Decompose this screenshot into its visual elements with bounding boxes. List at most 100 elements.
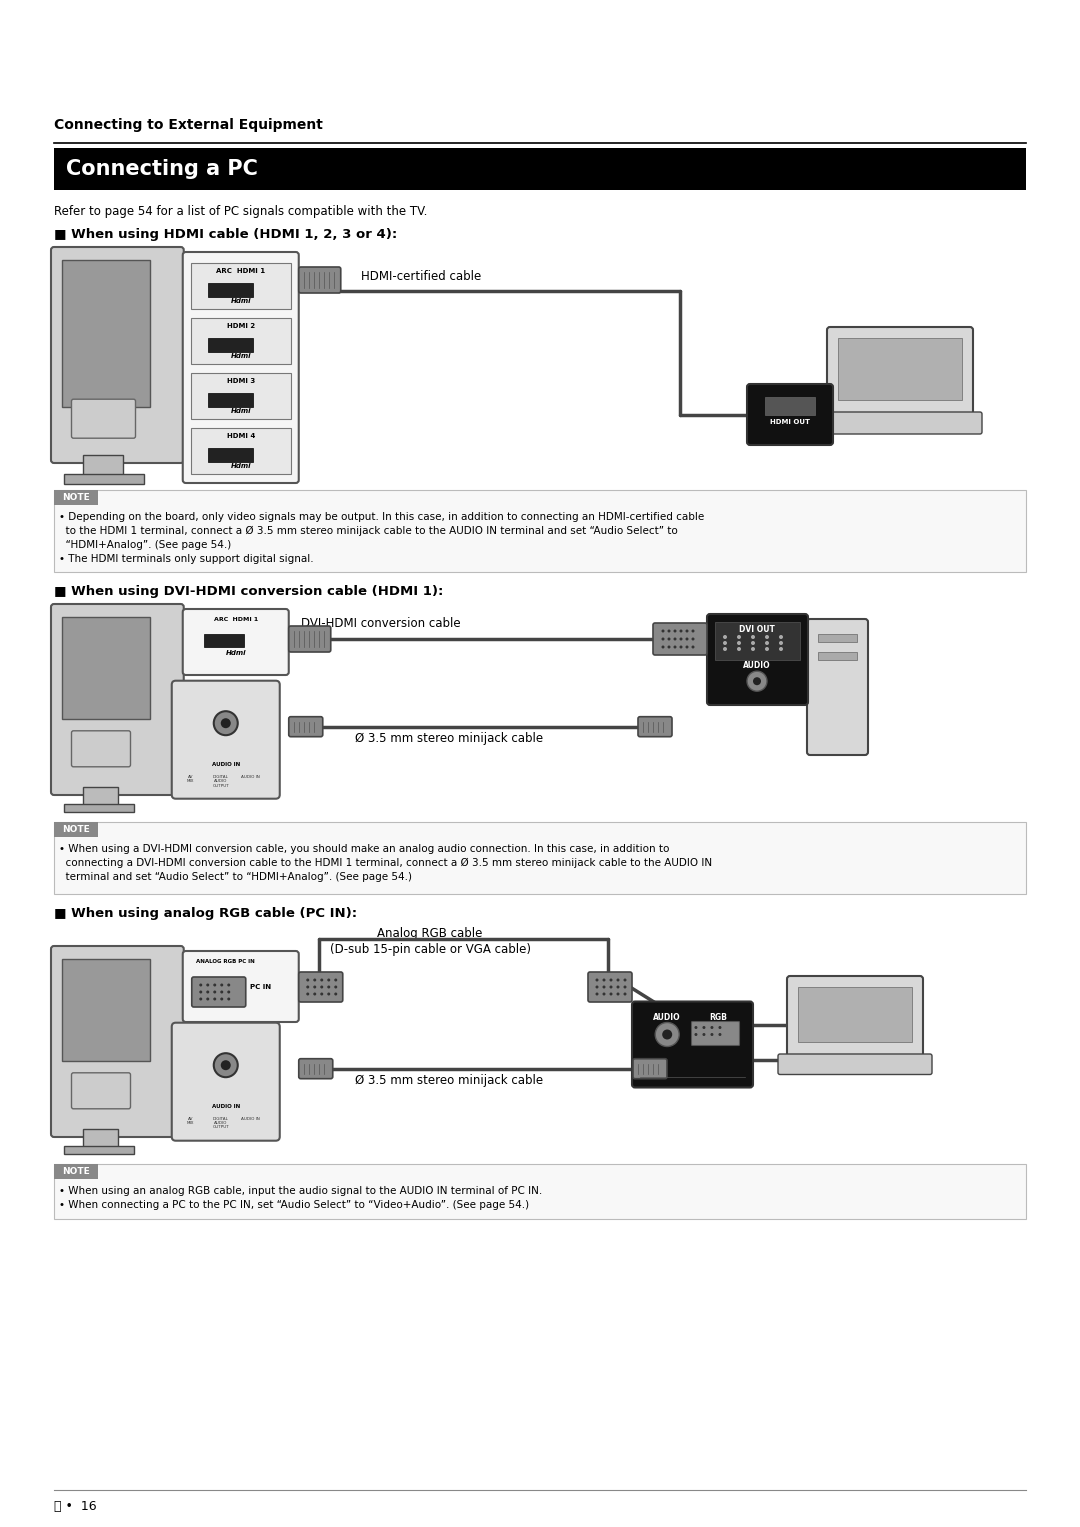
- Text: PC IN: PC IN: [251, 983, 271, 989]
- FancyBboxPatch shape: [818, 412, 982, 434]
- Circle shape: [334, 979, 337, 982]
- Circle shape: [220, 983, 224, 986]
- Bar: [54, 490, 1026, 573]
- Text: Hdmi: Hdmi: [230, 353, 251, 359]
- Circle shape: [214, 1054, 238, 1077]
- Text: Hdmi: Hdmi: [226, 651, 246, 657]
- Circle shape: [313, 993, 316, 996]
- Circle shape: [623, 985, 626, 988]
- Bar: [191, 428, 291, 473]
- Circle shape: [765, 635, 769, 638]
- Circle shape: [702, 1026, 705, 1029]
- Bar: [191, 263, 291, 308]
- Circle shape: [737, 635, 741, 638]
- Text: Refer to page 54 for a list of PC signals compatible with the TV.: Refer to page 54 for a list of PC signal…: [54, 205, 428, 218]
- Bar: [798, 986, 912, 1041]
- Circle shape: [623, 979, 626, 982]
- Text: Connecting to External Equipment: Connecting to External Equipment: [54, 118, 323, 131]
- Bar: [838, 337, 962, 400]
- Text: AUDIO: AUDIO: [743, 661, 771, 670]
- Text: DIGITAL
AUDIO
OUTPUT: DIGITAL AUDIO OUTPUT: [213, 1116, 229, 1130]
- Circle shape: [220, 991, 224, 994]
- Circle shape: [609, 993, 612, 996]
- FancyBboxPatch shape: [299, 267, 341, 293]
- Bar: [62, 260, 150, 408]
- FancyBboxPatch shape: [778, 1054, 932, 1075]
- FancyBboxPatch shape: [54, 1164, 98, 1179]
- Circle shape: [313, 979, 316, 982]
- Text: ■ When using HDMI cable (HDMI 1, 2, 3 or 4):: ■ When using HDMI cable (HDMI 1, 2, 3 or…: [54, 228, 397, 241]
- FancyBboxPatch shape: [288, 716, 323, 736]
- Circle shape: [307, 979, 309, 982]
- Text: HDMI 4: HDMI 4: [227, 434, 255, 438]
- Bar: [207, 447, 253, 463]
- Text: ⓔ •  16: ⓔ • 16: [54, 1500, 96, 1513]
- Bar: [54, 1164, 1026, 1219]
- FancyBboxPatch shape: [183, 951, 299, 1022]
- Circle shape: [327, 979, 330, 982]
- FancyBboxPatch shape: [633, 1058, 667, 1078]
- Text: AV
MIX: AV MIX: [187, 1116, 194, 1125]
- Circle shape: [679, 629, 683, 632]
- Circle shape: [718, 1032, 721, 1035]
- Circle shape: [220, 718, 231, 728]
- Bar: [64, 1145, 134, 1154]
- FancyBboxPatch shape: [71, 731, 131, 767]
- Text: AUDIO IN: AUDIO IN: [241, 1116, 260, 1121]
- Text: HDMI-certified cable: HDMI-certified cable: [361, 270, 481, 282]
- Bar: [54, 822, 1026, 893]
- Circle shape: [227, 983, 230, 986]
- Circle shape: [227, 997, 230, 1000]
- Circle shape: [199, 983, 202, 986]
- Circle shape: [737, 641, 741, 644]
- Text: ARC  HDMI 1: ARC HDMI 1: [216, 269, 266, 273]
- Circle shape: [753, 676, 761, 686]
- Circle shape: [723, 641, 727, 644]
- Circle shape: [321, 979, 323, 982]
- Circle shape: [334, 985, 337, 988]
- FancyBboxPatch shape: [299, 973, 342, 1002]
- Text: ARC  HDMI 1: ARC HDMI 1: [214, 617, 258, 621]
- FancyBboxPatch shape: [172, 681, 280, 799]
- Text: Hdmi: Hdmi: [230, 408, 251, 414]
- Circle shape: [321, 985, 323, 988]
- Circle shape: [609, 979, 612, 982]
- FancyBboxPatch shape: [707, 614, 808, 705]
- Circle shape: [694, 1026, 698, 1029]
- Bar: [207, 337, 253, 353]
- Circle shape: [779, 647, 783, 651]
- Text: HDMI 2: HDMI 2: [227, 324, 255, 328]
- Circle shape: [595, 985, 598, 988]
- FancyBboxPatch shape: [632, 1002, 753, 1087]
- Circle shape: [667, 646, 671, 649]
- FancyBboxPatch shape: [747, 383, 833, 444]
- Text: AUDIO: AUDIO: [653, 1012, 681, 1022]
- Text: NOTE: NOTE: [63, 825, 90, 834]
- Bar: [818, 634, 858, 641]
- Circle shape: [691, 629, 694, 632]
- FancyBboxPatch shape: [192, 977, 246, 1006]
- FancyBboxPatch shape: [51, 947, 184, 1138]
- FancyBboxPatch shape: [54, 822, 98, 837]
- Bar: [64, 805, 134, 812]
- Text: ■ When using DVI-HDMI conversion cable (HDMI 1):: ■ When using DVI-HDMI conversion cable (…: [54, 585, 444, 599]
- Text: Hdmi: Hdmi: [230, 298, 251, 304]
- Text: HDMI OUT: HDMI OUT: [770, 418, 810, 425]
- Circle shape: [206, 983, 210, 986]
- FancyBboxPatch shape: [653, 623, 707, 655]
- Circle shape: [595, 993, 598, 996]
- Circle shape: [765, 641, 769, 644]
- Text: • Depending on the board, only video signals may be output. In this case, in add: • Depending on the board, only video sig…: [59, 512, 704, 565]
- Circle shape: [199, 997, 202, 1000]
- Circle shape: [227, 991, 230, 994]
- Circle shape: [686, 637, 689, 640]
- Text: AUDIO IN: AUDIO IN: [241, 774, 260, 779]
- Circle shape: [206, 997, 210, 1000]
- Circle shape: [667, 629, 671, 632]
- Circle shape: [313, 985, 316, 988]
- Circle shape: [307, 985, 309, 988]
- Circle shape: [686, 629, 689, 632]
- Circle shape: [206, 991, 210, 994]
- Bar: [83, 1128, 118, 1147]
- Text: Analog RGB cable
(D-sub 15-pin cable or VGA cable): Analog RGB cable (D-sub 15-pin cable or …: [329, 927, 530, 956]
